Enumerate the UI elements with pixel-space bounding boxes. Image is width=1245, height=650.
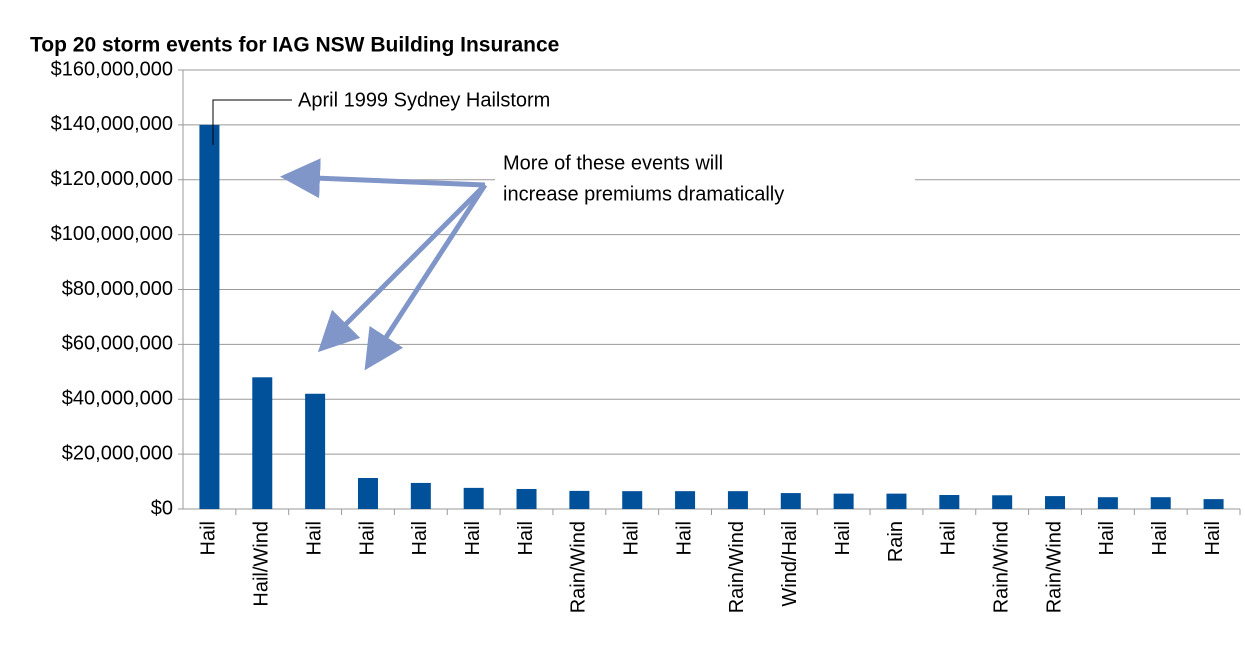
annotation: More of these events will [503, 152, 723, 174]
x-tick-label: Rain/Wind [568, 521, 590, 613]
x-tick-label: Hail [832, 521, 854, 555]
bar [1045, 496, 1066, 509]
x-tick-label: Hail [938, 521, 960, 555]
x-tick-label: Hail [673, 521, 695, 555]
x-tick-label: Hail [515, 521, 537, 555]
bar [305, 393, 326, 509]
annotation: increase premiums dramatically [503, 183, 784, 205]
arrow [317, 183, 487, 353]
bar [727, 491, 748, 509]
x-tick-label: Hail [356, 521, 378, 555]
bar [675, 491, 696, 509]
bar [992, 495, 1013, 509]
x-tick-label: Hail [462, 521, 484, 555]
chart-title: Top 20 storm events for IAG NSW Building… [30, 34, 559, 57]
y-tick-label: $20,000,000 [62, 442, 173, 464]
bar [780, 493, 801, 509]
x-tick-label: Wind/Hail [779, 521, 801, 607]
x-tick-label: Hail [198, 521, 220, 555]
y-tick-label: $80,000,000 [62, 278, 173, 300]
x-tick-label: Hail [409, 521, 431, 555]
bar [1203, 499, 1224, 509]
bar [1097, 497, 1118, 509]
y-tick-label: $160,000,000 [51, 58, 173, 80]
bar [199, 124, 220, 509]
y-tick-label: $120,000,000 [51, 168, 173, 190]
bar [622, 491, 643, 509]
y-tick-label: $40,000,000 [62, 388, 173, 410]
x-tick-label: Rain [885, 521, 907, 562]
y-tick-label: $140,000,000 [51, 113, 173, 135]
y-tick-label: $100,000,000 [51, 223, 173, 245]
bar [410, 482, 431, 509]
x-tick-label: Hail [1202, 521, 1224, 555]
annotation-background [495, 145, 915, 215]
bar [833, 493, 854, 509]
x-tick-label: Hail [303, 521, 325, 555]
grid [178, 69, 1241, 515]
y-tick-label: $0 [151, 497, 173, 519]
arrows [280, 158, 488, 371]
arrow [280, 158, 486, 199]
bar [886, 493, 907, 509]
x-tick-label: Hail [621, 521, 643, 555]
arrow [364, 183, 488, 371]
bar [252, 377, 273, 509]
x-tick-label: Hail/Wind [251, 521, 273, 607]
bar [357, 477, 378, 509]
annotation: April 1999 Sydney Hailstorm [298, 89, 550, 111]
bar [463, 487, 484, 509]
bars [199, 124, 1224, 509]
x-tick-label: Rain/Wind [990, 521, 1012, 613]
bar [516, 488, 537, 509]
bar [569, 490, 590, 509]
y-tick-label: $60,000,000 [62, 333, 173, 355]
x-tick-label: Rain/Wind [726, 521, 748, 613]
bar [939, 495, 960, 509]
bar [1150, 497, 1171, 509]
x-tick-label: Rain/Wind [1043, 521, 1065, 613]
x-tick-label: Hail [1096, 521, 1118, 555]
x-tick-label: Hail [1149, 521, 1171, 555]
callout-line [212, 99, 292, 145]
